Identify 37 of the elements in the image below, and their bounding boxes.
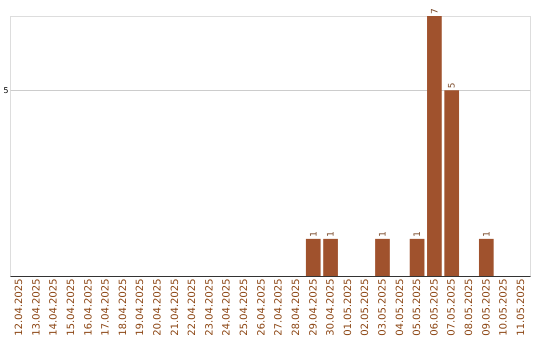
x-tick-label: 10.05.2025 bbox=[498, 278, 510, 336]
x-tick-label: 26.04.2025 bbox=[256, 278, 268, 336]
x-tick-label: 11.05.2025 bbox=[516, 278, 527, 336]
data-label: 1 bbox=[309, 231, 320, 237]
x-tick-label: 13.04.2025 bbox=[31, 278, 42, 336]
x-tick-label: 29.04.2025 bbox=[308, 278, 320, 336]
data-label: 1 bbox=[378, 231, 388, 237]
x-tick-label: 14.04.2025 bbox=[48, 278, 60, 336]
x-tick-label: 16.04.2025 bbox=[83, 278, 94, 336]
x-tick-label: 07.05.2025 bbox=[446, 278, 458, 336]
x-tick-label: 15.04.2025 bbox=[66, 278, 77, 336]
x-tick-label: 24.04.2025 bbox=[222, 278, 233, 336]
x-tick-label: 01.05.2025 bbox=[342, 278, 354, 336]
x-tick-label: 03.05.2025 bbox=[377, 278, 388, 336]
x-tick-label: 04.05.2025 bbox=[394, 278, 406, 336]
x-tick-label: 25.04.2025 bbox=[239, 278, 250, 336]
x-tick-label: 18.04.2025 bbox=[118, 278, 129, 336]
x-tick-label: 06.05.2025 bbox=[429, 278, 440, 336]
x-tick-label: 22.04.2025 bbox=[187, 278, 198, 336]
x-tick-label: 21.04.2025 bbox=[170, 278, 181, 336]
x-tick-label: 12.04.2025 bbox=[14, 278, 26, 336]
x-tick-label: 19.04.2025 bbox=[135, 278, 146, 336]
data-label: 5 bbox=[448, 82, 458, 88]
x-tick-label: 02.05.2025 bbox=[360, 278, 372, 336]
x-tick-label: 28.04.2025 bbox=[290, 278, 302, 336]
x-tick-label: 05.05.2025 bbox=[412, 278, 424, 336]
data-label: 7 bbox=[430, 8, 440, 14]
x-tick-label: 08.05.2025 bbox=[464, 278, 475, 336]
x-tick-label: 23.04.2025 bbox=[204, 278, 216, 336]
x-tick-label: 09.05.2025 bbox=[481, 278, 492, 336]
data-label: 1 bbox=[413, 231, 424, 237]
data-label: 1 bbox=[326, 231, 337, 237]
data-label: 1 bbox=[482, 231, 492, 237]
x-tick-label: 17.04.2025 bbox=[100, 278, 112, 336]
x-tick-label: 27.04.2025 bbox=[274, 278, 285, 336]
x-tick-label: 30.04.2025 bbox=[326, 278, 337, 336]
x-tick-label: 20.04.2025 bbox=[152, 278, 164, 336]
